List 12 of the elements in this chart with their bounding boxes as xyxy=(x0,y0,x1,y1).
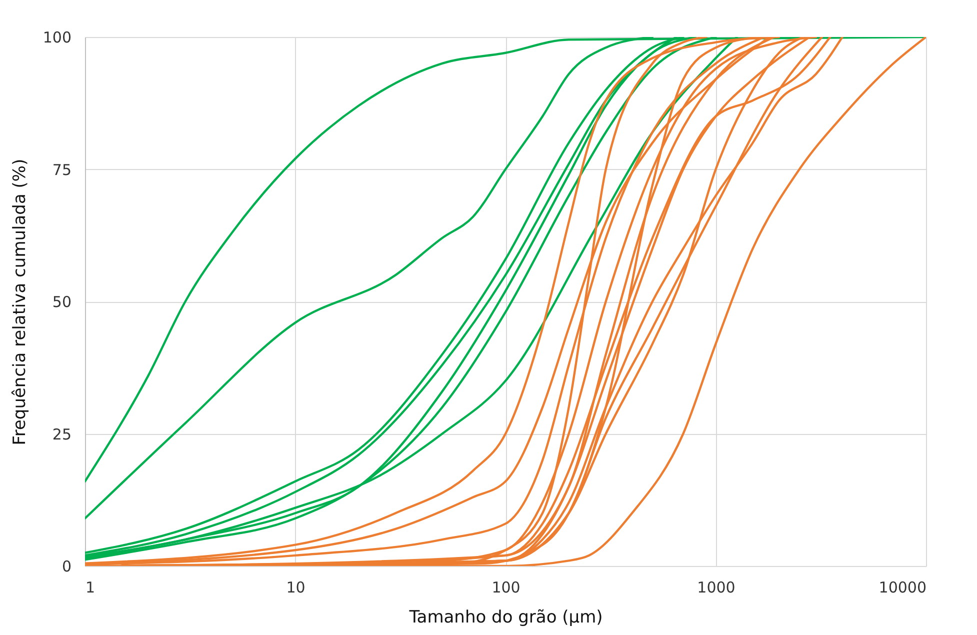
y-tick-label: 100 xyxy=(42,28,72,46)
x-tick-label: 100 xyxy=(492,578,520,596)
x-tick-label: 1000 xyxy=(697,578,736,596)
x-tick-label: 10000 xyxy=(878,578,926,596)
y-tick-label: 50 xyxy=(52,293,72,311)
x-axis-title: Tamanho do grão (µm) xyxy=(408,608,603,628)
y-tick-label: 75 xyxy=(52,160,72,179)
y-tick-label: 25 xyxy=(52,425,72,444)
x-tick-label: 1 xyxy=(86,578,96,596)
y-tick-label: 0 xyxy=(62,558,72,576)
y-axis-title: Frequência relativa cumulada (%) xyxy=(10,158,30,446)
x-tick-label: 10 xyxy=(286,578,306,596)
